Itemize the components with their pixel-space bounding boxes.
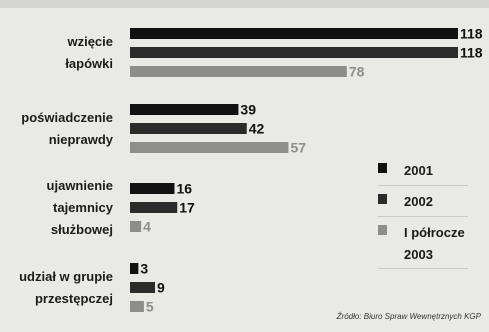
- bar-2002-cat3: [130, 282, 155, 293]
- bar-2001-cat3: [130, 263, 138, 274]
- data-label-i-półrocze-2003-cat2: 4: [143, 219, 151, 235]
- bar-2002-cat0: [130, 47, 458, 58]
- data-label-2002-cat2: 17: [179, 200, 195, 216]
- legend-label-2003h1: I półrocze 2003: [404, 222, 489, 266]
- category-label-2: ujawnienie tajemnicy służbowej: [0, 175, 113, 241]
- legend-label-2001: 2001: [404, 160, 489, 182]
- category-label-1: poświadczenie nieprawdy: [0, 107, 113, 151]
- legend-divider: [378, 185, 468, 186]
- legend-divider: [378, 268, 468, 269]
- category-label-line: służbowej: [0, 219, 113, 241]
- category-label-line: tajemnicy: [0, 197, 113, 219]
- data-label-2002-cat3: 9: [157, 280, 165, 296]
- data-label-i-półrocze-2003-cat0: 78: [349, 64, 365, 80]
- source-note: Źródło: Biuro Spraw Wewnętrznych KGP: [337, 312, 481, 321]
- bar-i-półrocze-2003-cat1: [130, 142, 288, 153]
- category-label-line: łapówki: [0, 53, 113, 75]
- category-label-3: udział w grupie przestępczej: [0, 266, 113, 310]
- data-label-i-półrocze-2003-cat3: 5: [146, 299, 154, 315]
- category-label-line: wzięcie: [0, 31, 113, 53]
- category-label-line: poświadczenie: [0, 107, 113, 129]
- category-label-0: wzięcie łapówki: [0, 31, 113, 75]
- bar-2001-cat0: [130, 28, 458, 39]
- legend-swatch-2003h1: [378, 225, 387, 235]
- legend-label-2002: 2002: [404, 191, 489, 213]
- bar-i-półrocze-2003-cat0: [130, 66, 347, 77]
- data-label-2001-cat2: 16: [176, 181, 192, 197]
- data-label-2001-cat1: 39: [240, 102, 256, 118]
- data-label-i-półrocze-2003-cat1: 57: [290, 140, 306, 156]
- data-label-2001-cat3: 3: [140, 261, 148, 277]
- bar-2002-cat1: [130, 123, 247, 134]
- category-label-line: przestępczej: [0, 288, 113, 310]
- category-label-line: ujawnienie: [0, 175, 113, 197]
- data-label-2001-cat0: 118: [460, 26, 483, 42]
- legend-swatch-2001: [378, 163, 387, 173]
- legend-divider: [378, 216, 468, 217]
- data-label-2002-cat1: 42: [249, 121, 265, 137]
- bar-i-półrocze-2003-cat3: [130, 301, 144, 312]
- bar-2001-cat2: [130, 183, 174, 194]
- legend-swatch-2002: [378, 194, 387, 204]
- category-label-line: udział w grupie: [0, 266, 113, 288]
- data-label-2002-cat0: 118: [460, 45, 483, 61]
- bar-2001-cat1: [130, 104, 238, 115]
- category-label-line: nieprawdy: [0, 129, 113, 151]
- bar-2002-cat2: [130, 202, 177, 213]
- bar-i-półrocze-2003-cat2: [130, 221, 141, 232]
